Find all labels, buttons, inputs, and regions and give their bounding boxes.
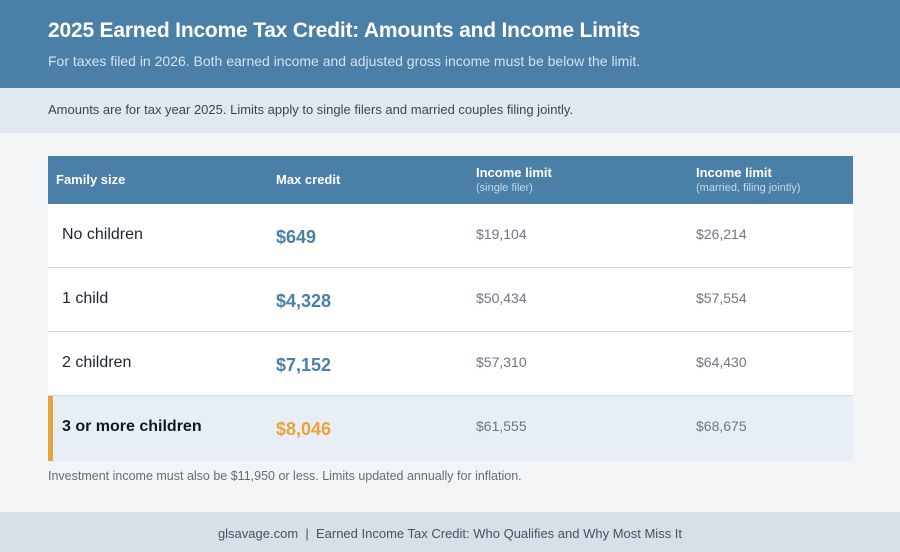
max-credit-cell: $8,046 bbox=[276, 419, 332, 439]
family-size-cell: No children bbox=[62, 226, 143, 243]
footnote: Investment income must also be $11,950 o… bbox=[48, 469, 522, 483]
table-row: No children $649 $19,104 $26,214 bbox=[48, 204, 853, 268]
column-sublabel: (single filer) bbox=[476, 182, 533, 194]
family-size-cell: 2 children bbox=[62, 354, 132, 371]
family-size-cell: 3 or more children bbox=[62, 418, 202, 435]
note-bar: Amounts are for tax year 2025. Limits ap… bbox=[0, 88, 900, 133]
column-sublabel: (married, filing jointly) bbox=[696, 182, 801, 194]
income-limit-married-cell: $64,430 bbox=[696, 354, 747, 370]
max-credit-cell: $4,328 bbox=[276, 291, 332, 311]
table-row: 2 children $7,152 $57,310 $64,430 bbox=[48, 332, 853, 396]
page-title: 2025 Earned Income Tax Credit: Amounts a… bbox=[48, 19, 641, 42]
income-limit-married-cell: $68,675 bbox=[696, 418, 747, 434]
income-limit-single-cell: $57,310 bbox=[476, 354, 527, 370]
income-limit-married-cell: $57,554 bbox=[696, 290, 747, 306]
note-text: Amounts are for tax year 2025. Limits ap… bbox=[48, 102, 574, 117]
column-label: Max credit bbox=[276, 172, 341, 187]
page-subtitle: For taxes filed in 2026. Both earned inc… bbox=[48, 53, 641, 69]
income-limit-married-cell: $26,214 bbox=[696, 226, 747, 242]
income-limit-single-cell: $61,555 bbox=[476, 418, 527, 434]
page-footer: glsavage.com | Earned Income Tax Credit:… bbox=[0, 512, 900, 552]
table-row: 1 child $4,328 $50,434 $57,554 bbox=[48, 268, 853, 332]
max-credit-cell: $649 bbox=[276, 227, 317, 247]
page-header: 2025 Earned Income Tax Credit: Amounts a… bbox=[0, 0, 900, 88]
eitc-table: Family size Max credit Income limit (sin… bbox=[48, 156, 853, 461]
column-label: Income limit bbox=[476, 165, 552, 180]
footer-text: glsavage.com | Earned Income Tax Credit:… bbox=[217, 526, 683, 541]
column-header-family-size: Family size bbox=[56, 172, 125, 187]
max-credit-cell: $7,152 bbox=[276, 355, 332, 375]
column-header-max-credit: Max credit bbox=[276, 172, 340, 187]
column-header-income-limit-single: Income limit (single filer) bbox=[476, 165, 552, 194]
table-header: Family size Max credit Income limit (sin… bbox=[48, 156, 853, 204]
family-size-cell: 1 child bbox=[62, 290, 109, 307]
income-limit-single-cell: $19,104 bbox=[476, 226, 527, 242]
column-label: Family size bbox=[56, 172, 126, 187]
income-limit-single-cell: $50,434 bbox=[476, 290, 527, 306]
table-row-highlighted: 3 or more children $8,046 $61,555 $68,67… bbox=[48, 396, 853, 461]
column-label: Income limit bbox=[696, 165, 772, 180]
column-header-income-limit-married: Income limit (married, filing jointly) bbox=[696, 165, 801, 194]
